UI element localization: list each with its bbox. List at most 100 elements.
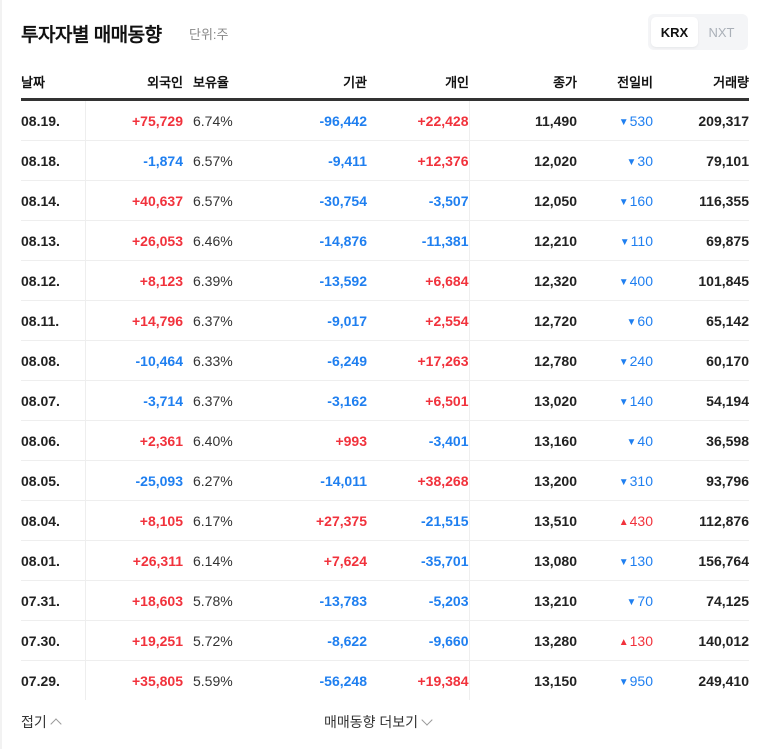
chevron-down-icon — [421, 714, 433, 726]
change-value: 60 — [637, 312, 653, 329]
change-value: 950 — [629, 672, 653, 689]
cell-institution: -6,249 — [247, 340, 367, 381]
triangle-down-icon: ▼ — [618, 396, 629, 408]
change-value: 40 — [637, 432, 653, 449]
cell-institution: -14,011 — [247, 460, 367, 501]
cell-holding-ratio: 6.57% — [183, 180, 247, 221]
cell-date: 08.14. — [21, 180, 86, 221]
col-header-individual: 개인 — [367, 64, 469, 101]
cell-change: ▼240 — [577, 340, 653, 381]
triangle-down-icon: ▼ — [619, 236, 630, 248]
cell-volume: 79,101 — [653, 140, 749, 181]
cell-foreign: +8,105 — [85, 500, 183, 541]
collapse-button[interactable]: 접기 — [21, 712, 62, 732]
cell-date: 08.07. — [21, 380, 86, 421]
col-header-institution: 기관 — [247, 64, 367, 101]
triangle-down-icon: ▼ — [618, 356, 629, 368]
cell-holding-ratio: 5.72% — [183, 620, 247, 661]
cell-institution: -13,592 — [247, 260, 367, 301]
table-row: 08.08. -10,464 6.33% -6,249 +17,263 12,780 ▼24… — [21, 340, 749, 381]
cell-institution: +27,375 — [247, 500, 367, 541]
cell-individual: +12,376 — [367, 140, 470, 181]
cell-foreign: +8,123 — [85, 260, 183, 301]
cell-change: ▼70 — [577, 580, 653, 621]
cell-holding-ratio: 6.74% — [183, 99, 247, 141]
cell-volume: 60,170 — [653, 340, 749, 381]
cell-volume: 140,012 — [653, 620, 749, 661]
triangle-down-icon: ▼ — [618, 476, 629, 488]
cell-holding-ratio: 6.39% — [183, 260, 247, 301]
change-value: 70 — [637, 592, 653, 609]
cell-change: ▲130 — [577, 620, 653, 661]
cell-foreign: +18,603 — [85, 580, 183, 621]
cell-volume: 65,142 — [653, 300, 749, 341]
cell-individual: -9,660 — [367, 620, 470, 661]
cell-foreign: -10,464 — [85, 340, 183, 381]
cell-individual: +2,554 — [367, 300, 470, 341]
cell-institution: +7,624 — [247, 540, 367, 581]
triangle-down-icon: ▼ — [626, 596, 637, 608]
cell-institution: -14,876 — [247, 220, 367, 261]
cell-foreign: +35,805 — [132, 672, 183, 689]
cell-volume: 36,598 — [653, 420, 749, 461]
unit-label: 단위:주 — [189, 27, 229, 42]
cell-change: ▼140 — [577, 380, 653, 421]
cell-change: ▼160 — [577, 180, 653, 221]
cell-foreign: +14,796 — [85, 300, 183, 341]
cell-change: ▼40 — [577, 420, 653, 461]
cell-holding-ratio: 6.40% — [183, 420, 247, 461]
section-header: 투자자별 매매동향 단위:주 KRX NXT — [21, 14, 748, 52]
cell-individual: +17,263 — [367, 340, 470, 381]
cell-close: 13,280 — [469, 620, 577, 661]
cell-institution: -8,622 — [247, 620, 367, 661]
cell-close: 11,490 — [469, 99, 577, 141]
cell-volume: 209,317 — [653, 99, 749, 141]
col-header-change: 전일비 — [577, 64, 653, 101]
more-trading-button[interactable]: 매매동향 더보기 — [324, 712, 433, 732]
cell-institution: -56,248 — [319, 672, 367, 689]
change-value: 400 — [629, 272, 653, 289]
triangle-down-icon: ▼ — [618, 556, 629, 568]
cell-date: 08.18. — [21, 140, 86, 181]
cell-date: 08.08. — [21, 340, 86, 381]
table-row: 07.30. +19,251 5.72% -8,622 -9,660 13,280 ▲130… — [21, 620, 749, 661]
triangle-up-icon: ▲ — [618, 516, 629, 528]
cell-individual: -3,507 — [367, 180, 470, 221]
market-tab-nxt[interactable]: NXT — [708, 24, 735, 40]
cell-date: 08.12. — [21, 260, 86, 301]
cell-individual: -11,381 — [367, 220, 470, 261]
cell-foreign: -25,093 — [85, 460, 183, 501]
cell-close: 13,020 — [469, 380, 577, 421]
table-row: 08.01. +26,311 6.14% +7,624 -35,701 13,080 ▼13… — [21, 540, 749, 581]
change-value: 110 — [630, 232, 653, 249]
cell-close: 13,080 — [469, 540, 577, 581]
triangle-down-icon: ▼ — [618, 276, 629, 288]
cell-volume: 93,796 — [653, 460, 749, 501]
table-row: 08.05. -25,093 6.27% -14,011 +38,268 13,200 ▼3… — [21, 460, 749, 501]
cell-date: 07.30. — [21, 620, 86, 661]
table-row: 08.13. +26,053 6.46% -14,876 -11,381 12,210 ▼1… — [21, 220, 749, 261]
table-row: 08.14. +40,637 6.57% -30,754 -3,507 12,050 ▼16… — [21, 180, 749, 221]
change-value: 130 — [629, 552, 653, 569]
cell-change: ▼60 — [577, 300, 653, 341]
cell-close: 13,200 — [469, 460, 577, 501]
table-body: 08.19. +75,729 6.74% -96,442 +22,428 11,490 ▼5… — [21, 99, 749, 700]
cell-individual: +6,684 — [367, 260, 470, 301]
triangle-down-icon: ▼ — [626, 316, 637, 328]
table-row: 08.11. +14,796 6.37% -9,017 +2,554 12,720 ▼60 6… — [21, 300, 749, 341]
table-row: 08.18. -1,874 6.57% -9,411 +12,376 12,020 ▼30 7… — [21, 140, 749, 181]
col-header-foreign: 외국인 — [85, 64, 183, 101]
cell-foreign: -3,714 — [85, 380, 183, 421]
table-row: 08.06. +2,361 6.40% +993 -3,401 13,160 ▼40 36,5… — [21, 420, 749, 461]
cell-date: 08.13. — [21, 220, 86, 261]
cell-individual: -35,701 — [367, 540, 470, 581]
investor-trading-table: 날짜 외국인 보유율 기관 개인 종가 전일비 거래량 08.19. +75,72… — [21, 64, 749, 700]
market-tab-krx[interactable]: KRX — [651, 17, 698, 47]
triangle-down-icon: ▼ — [626, 436, 637, 448]
cell-change: ▼30 — [577, 140, 653, 181]
cell-holding-ratio: 6.17% — [183, 500, 247, 541]
cell-foreign: +19,251 — [85, 620, 183, 661]
cell-institution: -3,162 — [247, 380, 367, 421]
cell-volume: 69,875 — [653, 220, 749, 261]
cell-holding-ratio: 5.78% — [183, 580, 247, 621]
